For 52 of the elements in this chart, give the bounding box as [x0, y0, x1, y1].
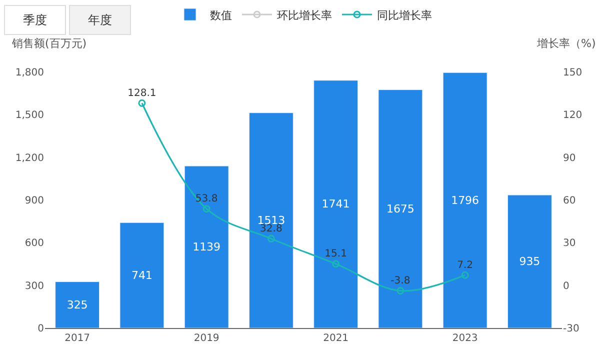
point — [202, 205, 210, 213]
y2-tick-label: 60 — [563, 196, 576, 206]
x-tick-label: 2023 — [452, 333, 478, 344]
data-label: -3.8 — [390, 275, 410, 286]
y-tick-label: 300 — [24, 280, 44, 292]
data-label: 15.1 — [324, 248, 347, 260]
y-tick-label: 900 — [24, 196, 44, 206]
x-tick-label: 2019 — [194, 333, 220, 344]
data-label: 1139 — [192, 240, 221, 254]
bar — [378, 90, 423, 328]
y-tick-label: 0 — [38, 324, 44, 334]
bar — [55, 282, 100, 328]
point — [267, 234, 275, 242]
y2-axis-title: 增长率（%) — [536, 37, 596, 50]
data-label: 325 — [66, 298, 88, 312]
data-label: 128.1 — [128, 88, 156, 99]
data-label: 1796 — [451, 194, 480, 207]
y2-tick-label: 30 — [563, 238, 576, 250]
y2-tick-label: -30 — [563, 324, 580, 334]
y-tick-label: 1,500 — [15, 110, 44, 122]
y-axis-title: 销售额(百万元) — [11, 37, 87, 50]
x-tick-label: 2017 — [64, 333, 90, 344]
point — [396, 286, 404, 294]
point — [138, 99, 146, 107]
data-label: 53.8 — [195, 194, 218, 205]
bar — [314, 80, 358, 328]
point — [461, 271, 469, 279]
data-label: 1741 — [322, 198, 350, 211]
text: 季度 — [23, 13, 47, 27]
bar — [442, 72, 488, 328]
data-label: 7.2 — [457, 260, 474, 271]
legend-label: 同比增长率 — [377, 8, 432, 22]
x-tick-label: 2021 — [323, 333, 349, 344]
data-label: 1675 — [386, 202, 414, 216]
data-label: 32.8 — [260, 223, 282, 234]
bar — [184, 166, 229, 328]
legend-label: 环比增长率 — [277, 8, 332, 22]
legend-label: 数值 — [210, 8, 232, 22]
point — [332, 260, 340, 268]
bar — [248, 112, 294, 328]
y2-tick-label: 150 — [563, 68, 582, 78]
bar — [507, 194, 552, 328]
y2-tick-label: 90 — [563, 152, 576, 164]
text: 年度 — [88, 13, 112, 27]
data-label: 935 — [519, 255, 540, 268]
y2-tick-label: 120 — [563, 110, 582, 122]
y-tick-label: 1,200 — [15, 152, 44, 164]
y-tick-label: 600 — [24, 238, 44, 250]
bar — [120, 222, 164, 328]
y-tick-label: 1,800 — [15, 68, 44, 78]
data-label: 741 — [131, 268, 152, 282]
y2-tick-label: 0 — [563, 280, 570, 292]
